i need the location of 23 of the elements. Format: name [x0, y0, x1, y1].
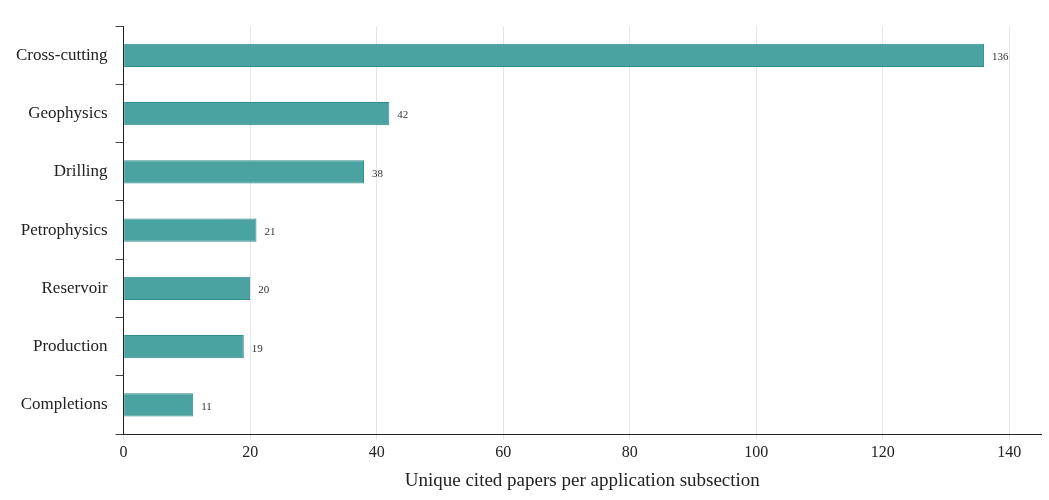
data-label: 42 — [397, 108, 409, 121]
y-tick-label: Drilling — [53, 161, 109, 181]
x-tick-label: 0 — [119, 442, 128, 460]
data-label: 11 — [201, 399, 212, 412]
y-tick-label: Reservoir — [41, 277, 108, 297]
data-label: 21 — [264, 224, 276, 237]
data-label: 19 — [251, 341, 264, 354]
y-tick-label: Cross-cutting — [16, 44, 109, 64]
x-axis-title: Unique cited papers per application subsection — [404, 468, 761, 490]
x-tick-label: 60 — [495, 442, 512, 460]
y-tick-label: Geophysics — [28, 103, 108, 123]
x-tick-label: 20 — [242, 442, 259, 460]
x-tick-label: 120 — [870, 442, 895, 460]
data-label: 136 — [992, 50, 1010, 63]
x-tick-label: 100 — [744, 442, 769, 460]
y-tick-label: Production — [33, 336, 109, 356]
y-tick-label: Petrophysics — [20, 219, 108, 239]
y-tick-label: Completions — [20, 394, 108, 414]
x-tick-label: 140 — [997, 442, 1022, 460]
data-label: 38 — [372, 166, 384, 179]
x-tick-label: 80 — [621, 442, 638, 460]
x-tick-label: 40 — [368, 442, 385, 460]
data-label: 20 — [258, 283, 270, 296]
